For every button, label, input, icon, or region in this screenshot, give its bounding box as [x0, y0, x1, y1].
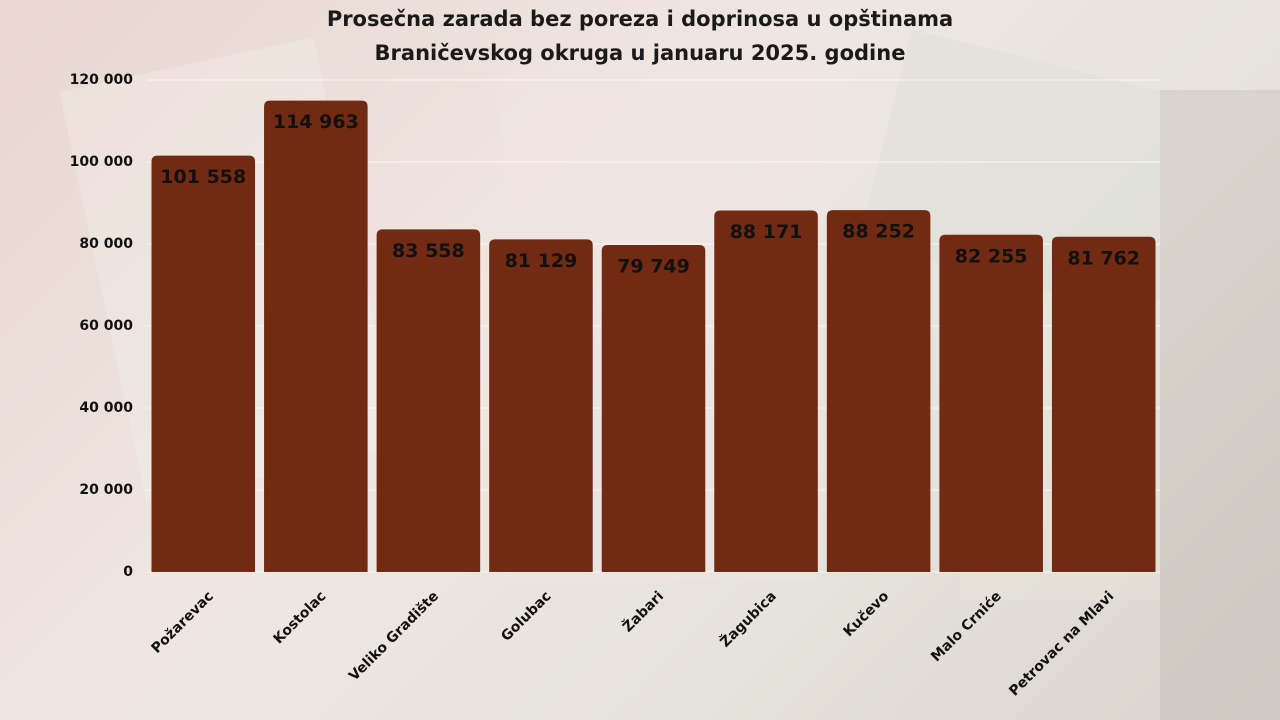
x-tick-label: Žabari [619, 588, 667, 636]
x-tick-label: Požarevac [149, 588, 217, 656]
chart-title: Prosečna zarada bez poreza i doprinosa u… [326, 7, 954, 65]
x-tick-label: Kostolac [271, 588, 330, 647]
bar [601, 245, 706, 572]
value-label: 81 762 [1067, 247, 1140, 269]
bar [1051, 236, 1156, 572]
y-tick-label: 40 000 [79, 400, 133, 416]
value-label: 101 558 [160, 166, 246, 188]
bar [264, 100, 368, 572]
bar [939, 234, 1043, 572]
x-tick-label: Veliko Gradište [346, 588, 442, 684]
y-tick-label: 80 000 [79, 236, 133, 252]
value-label: 114 963 [273, 111, 359, 133]
x-tick-label: Golubac [498, 588, 554, 644]
x-tick-label: Kučevo [841, 588, 893, 640]
y-tick-label: 20 000 [79, 482, 133, 498]
bar [826, 210, 931, 572]
bar [489, 239, 593, 572]
value-label: 83 558 [392, 240, 465, 262]
y-tick-label: 0 [123, 564, 133, 580]
y-tick-label: 100 000 [70, 154, 134, 170]
value-label: 79 749 [617, 256, 690, 278]
y-tick-label: 120 000 [70, 72, 134, 88]
value-label: 82 255 [955, 245, 1028, 267]
value-label: 88 252 [842, 221, 915, 243]
y-tick-label: 60 000 [79, 318, 133, 334]
x-tick-label: Žagubica [717, 588, 780, 651]
bar [376, 229, 481, 572]
value-label: 81 129 [505, 250, 578, 272]
bar [714, 210, 818, 572]
bar [151, 155, 256, 573]
x-tick-label: Petrovac na Mlavi [1006, 588, 1117, 699]
value-label: 88 171 [730, 221, 803, 243]
